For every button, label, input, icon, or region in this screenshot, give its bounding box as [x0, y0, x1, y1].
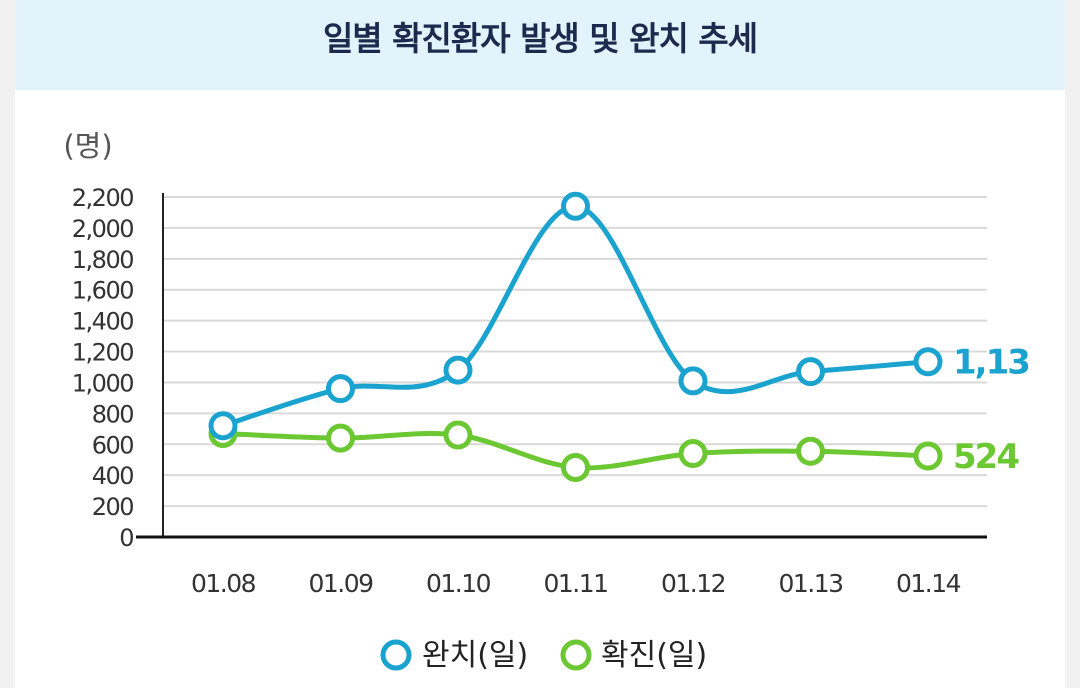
- y-tick-label: 2,000: [72, 215, 133, 243]
- y-tick-label: 1,200: [72, 339, 133, 367]
- y-tick-label: 600: [92, 431, 134, 459]
- x-tick-label: 01.11: [543, 569, 607, 598]
- title-bar: 일별 확진환자 발생 및 완치 추세: [15, 0, 1065, 90]
- chart-card: [15, 0, 1065, 688]
- legend-label: 확진(일): [601, 638, 707, 673]
- data-point: [796, 357, 825, 387]
- data-point: [913, 441, 943, 471]
- data-point: [326, 374, 355, 404]
- data-point: [326, 423, 355, 453]
- y-tick-label: 200: [92, 493, 134, 521]
- y-tick-label: 1,600: [72, 277, 133, 305]
- y-tick-label: 0: [119, 524, 133, 552]
- data-point: [678, 366, 708, 396]
- data-point: [561, 191, 590, 221]
- y-tick-label: 2,200: [72, 184, 133, 212]
- x-tick-label: 01.09: [308, 569, 373, 598]
- end-value-label: 1,13: [953, 343, 1029, 383]
- data-point: [443, 420, 473, 450]
- end-value-label: 524: [953, 437, 1019, 477]
- y-tick-label: 1,400: [72, 308, 133, 336]
- x-tick-label: 01.08: [191, 569, 256, 598]
- data-point: [208, 411, 238, 441]
- x-tick-label: 01.13: [778, 569, 842, 598]
- data-point: [796, 436, 825, 466]
- y-tick-label: 800: [92, 400, 134, 428]
- chart-title: 일별 확진환자 발생 및 완치 추세: [322, 19, 758, 58]
- y-tick-label: 1,000: [72, 369, 133, 397]
- legend-marker: [560, 639, 592, 671]
- x-tick-label: 01.12: [661, 569, 725, 598]
- legend-marker: [380, 639, 412, 671]
- data-point: [678, 439, 708, 469]
- y-tick-label: 1,800: [72, 246, 133, 274]
- legend-label: 완치(일): [422, 638, 528, 673]
- data-point: [443, 355, 473, 385]
- data-point: [913, 347, 943, 377]
- data-point: [561, 452, 590, 482]
- x-tick-label: 01.10: [426, 569, 491, 598]
- y-tick-label: 400: [92, 462, 134, 490]
- x-tick-label: 01.14: [896, 569, 961, 598]
- y-unit-label: (명): [63, 129, 112, 163]
